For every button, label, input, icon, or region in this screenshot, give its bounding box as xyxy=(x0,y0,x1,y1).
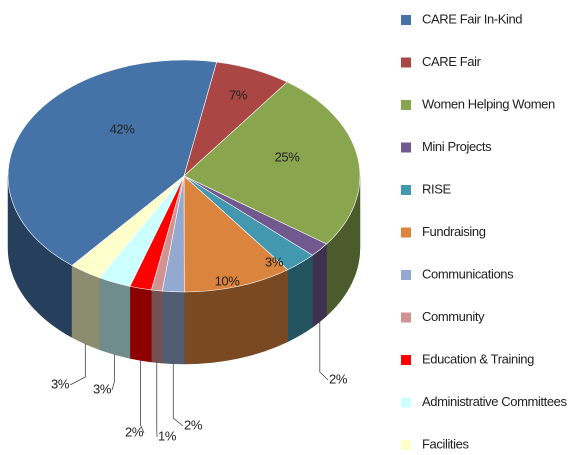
data-label: 1% xyxy=(158,428,177,443)
legend-swatch xyxy=(401,185,411,195)
slice-side xyxy=(99,277,131,359)
slice xyxy=(7,59,218,266)
slice-side xyxy=(129,286,152,363)
legend-swatch xyxy=(401,142,411,153)
legend-swatch xyxy=(401,15,411,25)
leader-line xyxy=(172,363,184,427)
data-label: 3% xyxy=(93,381,112,396)
data-label: 2% xyxy=(125,424,144,439)
legend-label: Communications xyxy=(422,266,514,281)
slice-side xyxy=(162,290,185,365)
data-label: 42% xyxy=(110,121,136,136)
legend-label: Education & Training xyxy=(422,351,534,366)
legend-label: Facilities xyxy=(422,436,469,451)
legend-swatch xyxy=(401,312,411,323)
slice-side xyxy=(71,265,100,351)
slice-side xyxy=(312,243,327,328)
data-label: 2% xyxy=(184,417,203,432)
slice xyxy=(183,81,361,245)
data-label: 3% xyxy=(265,254,284,269)
slice-side xyxy=(151,289,163,364)
slice xyxy=(183,175,289,293)
data-label: 10% xyxy=(215,273,241,288)
leader-line xyxy=(111,354,115,391)
legend-swatch xyxy=(401,355,411,365)
legend-swatch xyxy=(401,270,411,280)
legend-label: Women Helping Women xyxy=(422,96,555,111)
legend-swatch xyxy=(401,227,411,238)
data-label: 7% xyxy=(229,87,248,102)
data-label: 25% xyxy=(275,149,301,164)
legend-label: RISE xyxy=(422,181,451,196)
data-label: 3% xyxy=(51,376,70,391)
legend-label: Administrative Committees xyxy=(422,394,567,409)
legend-label: CARE Fair xyxy=(422,54,482,69)
leader-line xyxy=(140,360,145,434)
legend-label: Fundraising xyxy=(422,224,486,239)
legend-swatch xyxy=(401,100,411,110)
slice xyxy=(71,175,185,279)
data-label: 2% xyxy=(329,371,348,386)
leader-line xyxy=(69,344,86,386)
legend-label: Mini Projects xyxy=(422,139,492,154)
legend-swatch xyxy=(401,57,411,68)
legend-label: CARE Fair In-Kind xyxy=(422,11,522,26)
legend-label: Community xyxy=(422,309,485,324)
slice-side xyxy=(287,254,313,343)
legend-swatch xyxy=(401,440,411,450)
legend-swatch xyxy=(401,397,411,408)
leader-line xyxy=(319,321,329,381)
